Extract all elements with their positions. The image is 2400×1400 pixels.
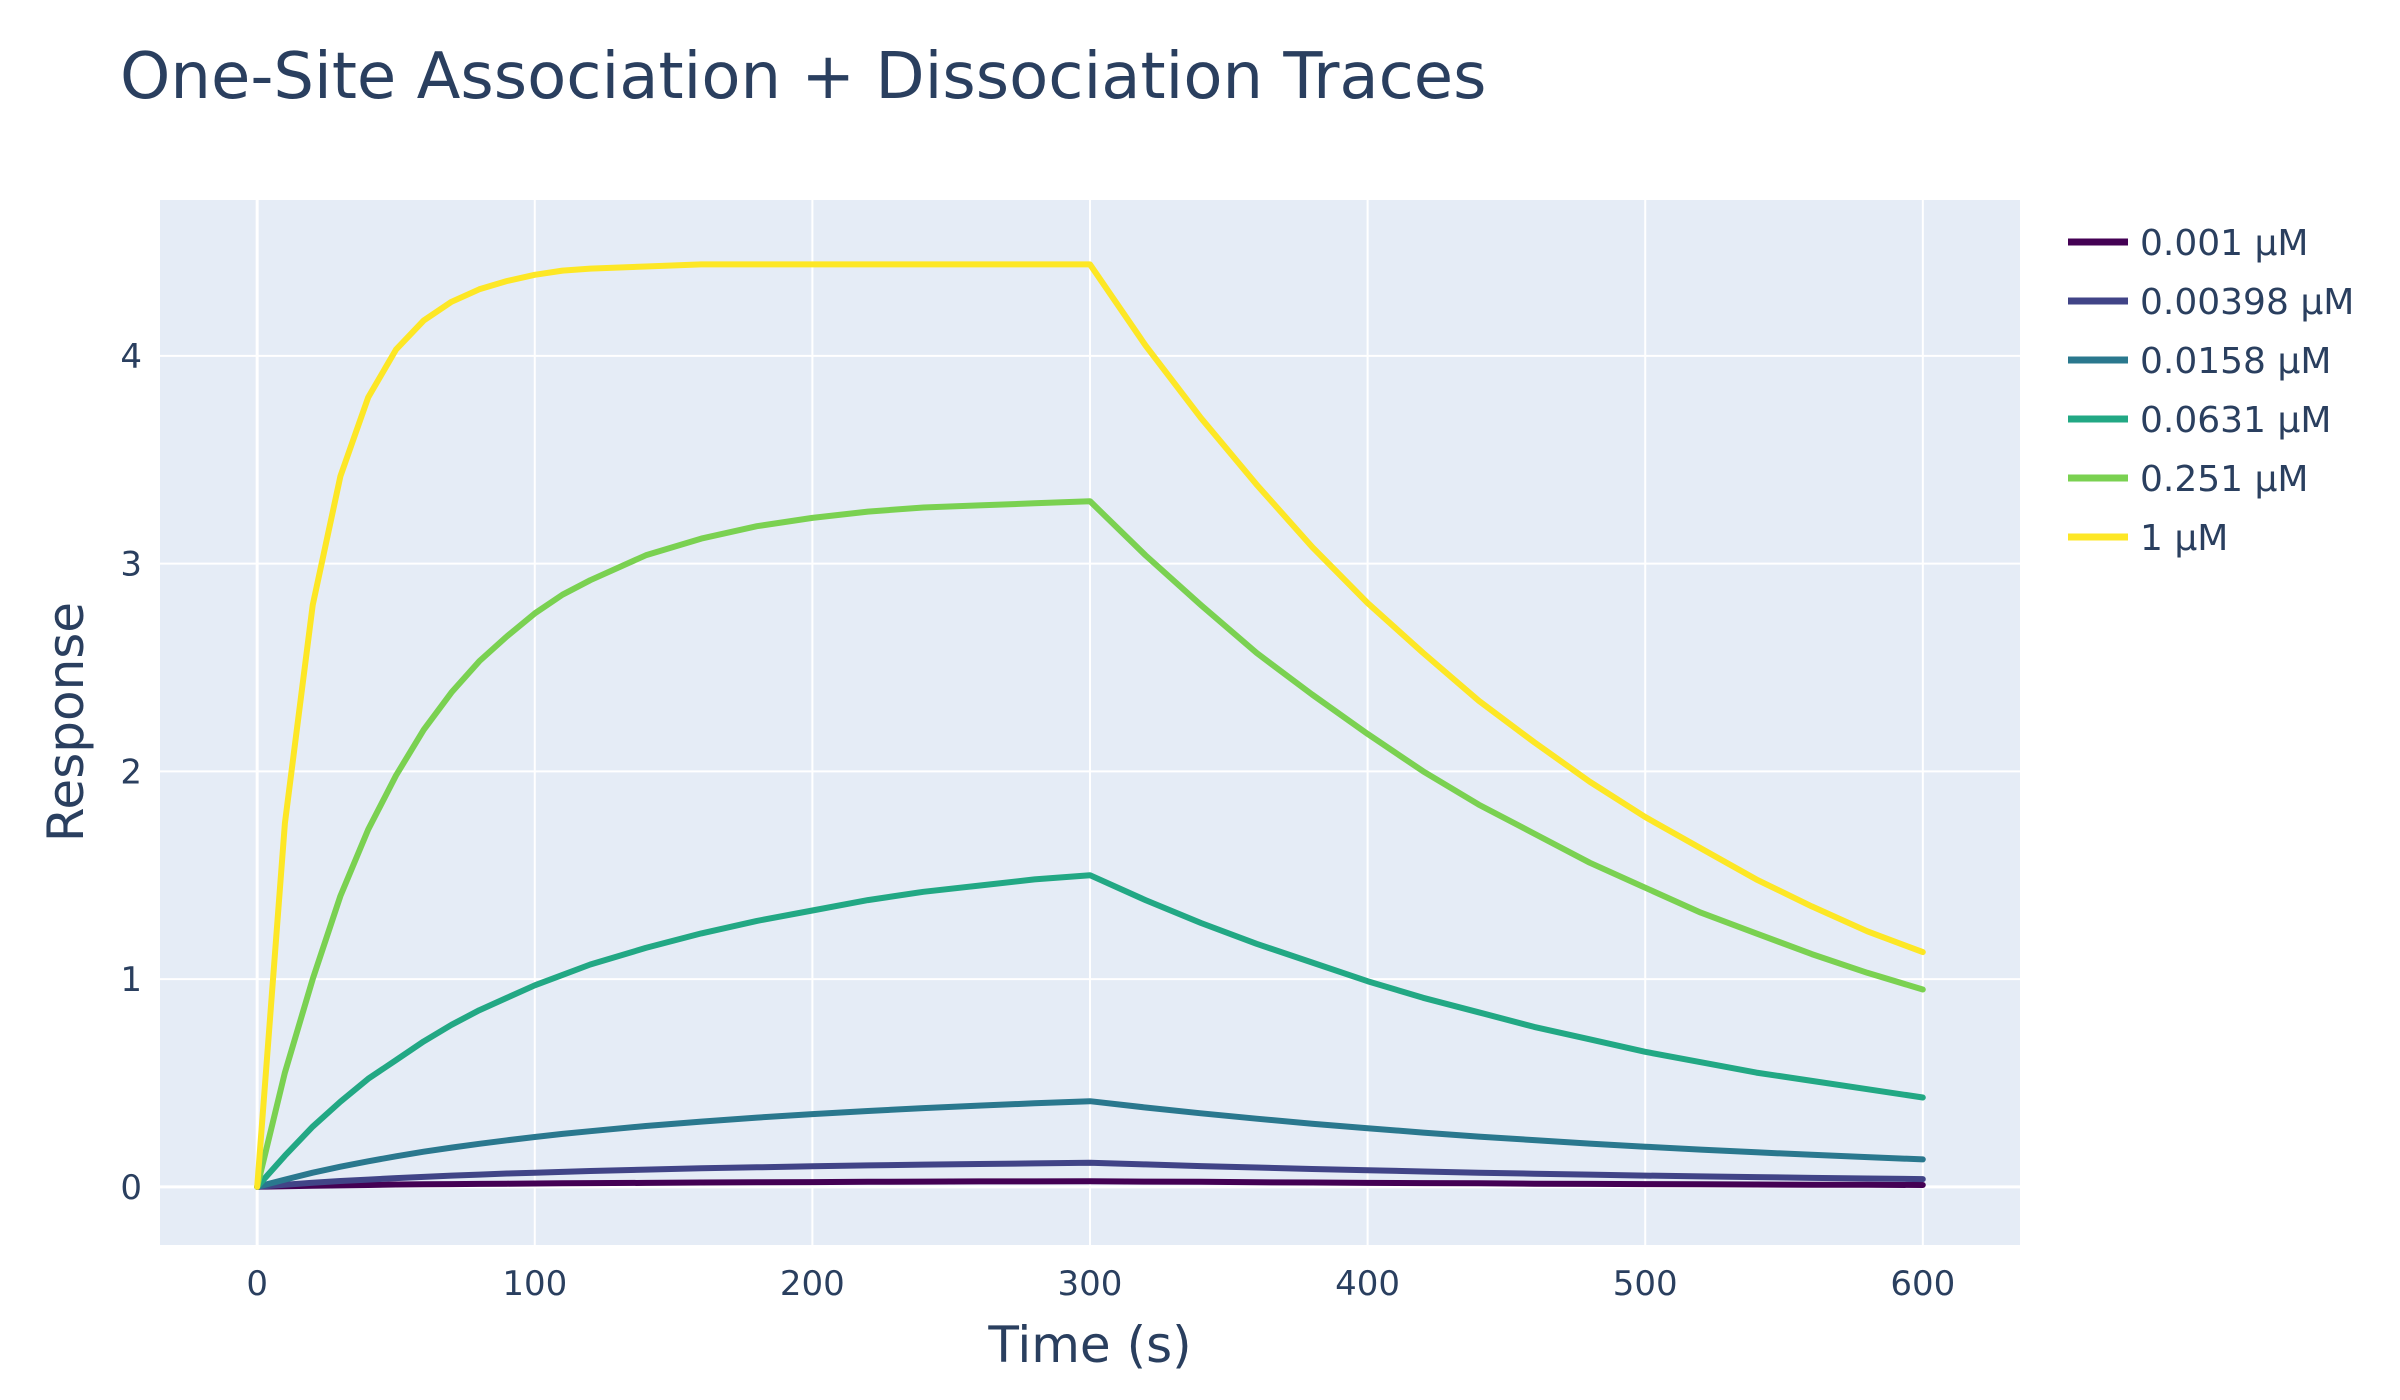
legend-label-1: 0.00398 µM: [2140, 282, 2354, 323]
x-tick-label: 300: [1058, 1264, 1123, 1304]
y-tick-label: 4: [120, 337, 142, 377]
legend-label-2: 0.0158 µM: [2140, 341, 2331, 382]
series-line-4: [254, 498, 1926, 1190]
series-line-5: [254, 261, 1926, 1190]
legend: 0.001 µM 0.00398 µM 0.0158 µM 0.0631 µM 0.25…: [2068, 223, 2354, 559]
x-axis-title: Time (s): [987, 1316, 1191, 1374]
tick-labels: 0 100 200 300 400 500 600 0 1 2 3 4: [120, 337, 1955, 1304]
y-tick-label: 3: [120, 545, 142, 585]
legend-label-5: 1 µM: [2140, 518, 2228, 559]
x-tick-label: 100: [502, 1264, 567, 1304]
series-line-2: [254, 1098, 1926, 1190]
legend-label-0: 0.001 µM: [2140, 223, 2308, 264]
x-tick-label: 200: [780, 1264, 845, 1304]
chart-title: One-Site Association + Dissociation Trac…: [120, 40, 1487, 114]
x-tick-label: 500: [1613, 1264, 1678, 1304]
x-tick-label: 0: [246, 1264, 268, 1304]
y-tick-label: 2: [120, 752, 142, 792]
x-tick-label: 600: [1890, 1264, 1955, 1304]
x-tick-label: 400: [1335, 1264, 1400, 1304]
series-lines: [254, 261, 1926, 1190]
y-axis-title: Response: [37, 602, 95, 842]
series-line-1: [254, 1159, 1926, 1190]
legend-label-4: 0.251 µM: [2140, 459, 2308, 500]
y-tick-label: 0: [120, 1168, 142, 1208]
legend-label-3: 0.0631 µM: [2140, 400, 2331, 441]
y-tick-label: 1: [120, 960, 142, 1000]
series-line-0: [254, 1178, 1926, 1190]
series-line-3: [254, 872, 1926, 1190]
